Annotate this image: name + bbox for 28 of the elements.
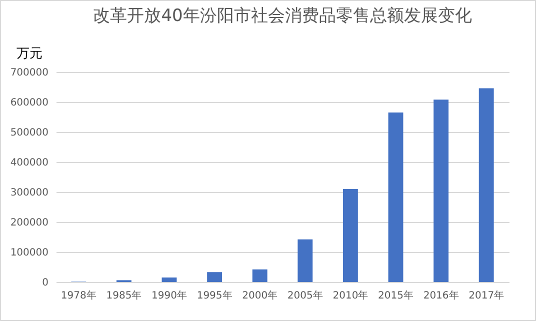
x-tick-label: 1995年: [196, 290, 232, 302]
bar: [252, 269, 268, 282]
bar: [207, 272, 222, 282]
y-tick-label: 100000: [10, 248, 48, 258]
bar: [478, 88, 494, 282]
x-tick-label: 2000年: [242, 290, 278, 302]
y-tick-label: 200000: [10, 218, 48, 228]
bar: [298, 239, 313, 282]
y-tick-label: 700000: [10, 68, 48, 78]
y-tick-label: 600000: [10, 98, 48, 108]
x-tick-label: 2017年: [468, 290, 504, 302]
x-tick-label: 1990年: [152, 290, 187, 302]
y-tick-label: 500000: [10, 128, 48, 138]
x-tick-label: 2015年: [378, 290, 414, 302]
bar: [342, 189, 358, 282]
y-axis-title: 万元: [16, 46, 42, 62]
x-tick-label: 2005年: [287, 290, 323, 302]
y-tick-label: 400000: [10, 158, 48, 168]
chart-title: 改革开放40年汾阳市社会消费品零售总额发展变化: [93, 6, 472, 26]
x-tick-label: 2016年: [423, 290, 459, 302]
x-tick-label: 1985年: [106, 290, 142, 302]
x-tick-label: 2010年: [332, 290, 368, 302]
x-tick-label: 1978年: [60, 290, 96, 302]
bar: [434, 100, 449, 282]
bar: [388, 112, 404, 282]
y-tick-label: 0: [42, 278, 48, 288]
bar: [162, 278, 177, 282]
y-tick-label: 300000: [10, 188, 48, 198]
